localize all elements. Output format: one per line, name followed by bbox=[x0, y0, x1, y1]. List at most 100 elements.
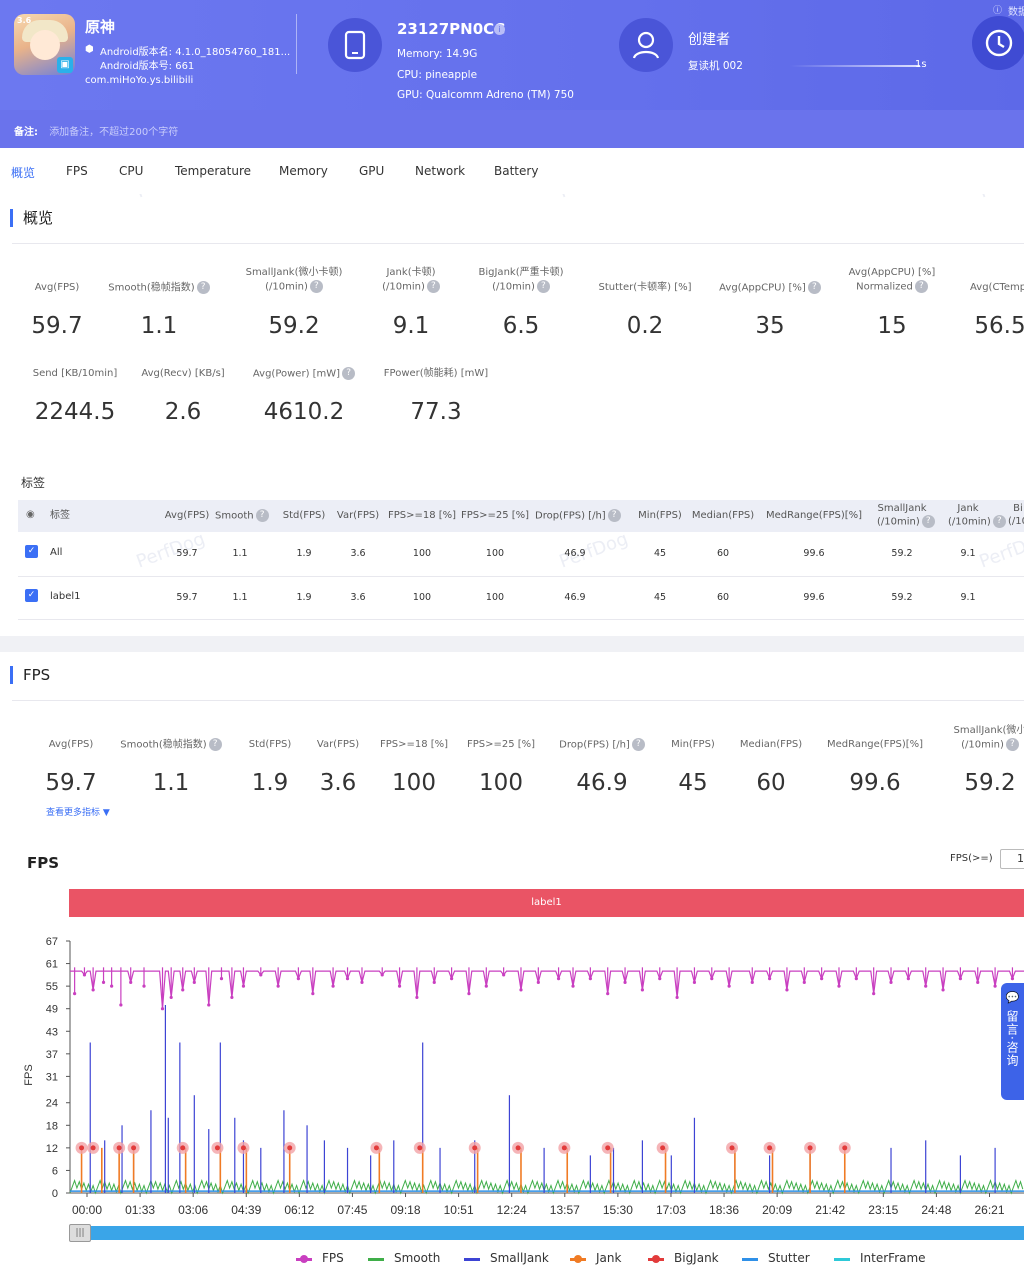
tab-gpu[interactable]: GPU bbox=[359, 164, 385, 178]
table-header-cell[interactable]: MedRange(FPS)[%] bbox=[765, 510, 863, 521]
overview-metric-value: 59.7 bbox=[31, 313, 83, 339]
y-tick-label: 67 bbox=[46, 936, 58, 948]
legend-swatch[interactable] bbox=[834, 1258, 850, 1261]
tab-temperature[interactable]: Temperature bbox=[175, 164, 252, 178]
legend-item[interactable]: Stutter bbox=[768, 1251, 810, 1265]
table-header-cell[interactable]: Std(FPS) bbox=[282, 510, 326, 521]
x-tick-label: 20:09 bbox=[762, 1203, 792, 1217]
top-right-info-icon[interactable]: ⓘ bbox=[993, 6, 1003, 16]
fps-metric-label: SmallJank(微小 (/10min)? bbox=[953, 725, 1024, 751]
tab-fps[interactable]: FPS bbox=[66, 164, 88, 178]
y-tick-label: 37 bbox=[46, 1049, 58, 1061]
legend-item[interactable]: InterFrame bbox=[860, 1251, 926, 1265]
fps-point bbox=[889, 980, 893, 984]
overview-metric-label: Avg(Power) [mW]? bbox=[244, 367, 364, 382]
overview-metric-label: FPower(帧能耗) [mW] bbox=[383, 368, 489, 379]
table-header-cell[interactable]: Var(FPS) bbox=[336, 510, 380, 521]
x-tick-label: 06:12 bbox=[284, 1203, 314, 1217]
table-header-cell[interactable]: SmallJank (/10min)? bbox=[877, 502, 935, 529]
feedback-side-tab[interactable]: 💬 留言·咨询 bbox=[1001, 983, 1024, 1100]
legend-item[interactable]: BigJank bbox=[674, 1251, 719, 1265]
table-header-cell[interactable]: Min(FPS) bbox=[638, 510, 682, 521]
table-cell: 45 bbox=[653, 592, 667, 603]
fps-metric-value: 59.7 bbox=[45, 770, 97, 796]
app-version-badge: 3.6 bbox=[17, 16, 32, 25]
legend-marker bbox=[574, 1255, 582, 1263]
legend-swatch[interactable] bbox=[368, 1258, 384, 1261]
table-cell: 100 bbox=[485, 548, 505, 559]
table-header-cell[interactable]: Smooth? bbox=[215, 509, 269, 523]
fps-point bbox=[192, 980, 196, 984]
legend-item[interactable]: FPS bbox=[322, 1251, 344, 1265]
info-icon[interactable]: i bbox=[494, 24, 505, 35]
fps-metric-value: 100 bbox=[392, 770, 436, 796]
fps-point bbox=[606, 992, 610, 996]
note-input[interactable]: 添加备注，不超过200个字符 bbox=[49, 127, 179, 138]
bigjank-point bbox=[373, 1145, 379, 1151]
fps-point bbox=[345, 977, 350, 981]
x-tick-label: 03:06 bbox=[178, 1203, 208, 1217]
legend-item[interactable]: SmallJank bbox=[490, 1251, 549, 1265]
y-tick-label: 43 bbox=[46, 1026, 58, 1038]
x-tick-label: 13:57 bbox=[550, 1203, 580, 1217]
table-header-cell[interactable]: Bi(/10 bbox=[1008, 503, 1024, 527]
legend-swatch[interactable] bbox=[464, 1258, 480, 1261]
fps-point bbox=[820, 977, 824, 981]
table-header-cell[interactable]: Jank (/10min)? bbox=[948, 502, 1006, 529]
x-tick-label: 07:45 bbox=[337, 1203, 367, 1217]
tab-network[interactable]: Network bbox=[415, 164, 466, 178]
more-metrics-link[interactable]: 查看更多指标 ▼ bbox=[46, 805, 110, 818]
tab-cpu[interactable]: CPU bbox=[119, 164, 144, 178]
label-bar[interactable]: label1 bbox=[69, 889, 1024, 917]
bigjank-point bbox=[90, 1145, 96, 1151]
row-checkbox[interactable]: ✓ bbox=[25, 545, 38, 558]
tab-overview[interactable]: 概览 bbox=[11, 166, 36, 180]
scroll-handle[interactable]: ||| bbox=[69, 1224, 91, 1242]
fps-point bbox=[640, 988, 645, 992]
table-row-label: All bbox=[50, 547, 63, 558]
fps-metric-label: Drop(FPS) [/h]? bbox=[542, 738, 662, 753]
help-icon: ? bbox=[426, 280, 440, 293]
legend-item[interactable]: Jank bbox=[596, 1251, 622, 1265]
fps-filter-input[interactable]: 1 bbox=[1000, 849, 1024, 869]
fps-point bbox=[802, 980, 806, 984]
bigjank-halo bbox=[413, 1141, 426, 1154]
legend-item[interactable]: Smooth bbox=[394, 1251, 441, 1265]
overview-metric-value: 2244.5 bbox=[34, 399, 116, 425]
table-header-cell[interactable]: Drop(FPS) [/h]? bbox=[535, 509, 621, 523]
table-header-cell[interactable]: FPS>=25 [%] bbox=[460, 510, 530, 521]
bigjank-point bbox=[79, 1145, 85, 1151]
app-name: 原神 bbox=[85, 18, 116, 36]
table-header-cell[interactable]: FPS>=18 [%] bbox=[387, 510, 457, 521]
table-header-cell[interactable]: Median(FPS) bbox=[691, 510, 755, 521]
row-checkbox[interactable]: ✓ bbox=[25, 589, 38, 602]
table-cell: 1.1 bbox=[232, 548, 248, 559]
x-tick-label: 21:42 bbox=[815, 1203, 845, 1217]
bigjank-point bbox=[131, 1145, 137, 1151]
table-header-cell[interactable]: 标签 bbox=[50, 510, 70, 521]
legend-swatch[interactable] bbox=[742, 1258, 758, 1261]
fps-point bbox=[450, 977, 454, 981]
note-bar[interactable]: 备注: 添加备注，不超过200个字符 bbox=[0, 110, 1024, 148]
bigjank-point bbox=[180, 1145, 186, 1151]
table-cell: 59.2 bbox=[891, 592, 913, 603]
overview-metric-label: Smooth(稳帧指数)? bbox=[99, 281, 219, 296]
fps-point bbox=[73, 992, 77, 996]
device-gpu: GPU: Qualcomm Adreno (TM) 750 bbox=[397, 89, 574, 101]
y-axis-label: FPS bbox=[23, 1064, 35, 1085]
fps-point bbox=[872, 992, 876, 996]
user-icon bbox=[619, 18, 673, 72]
table-cell: 59.7 bbox=[176, 548, 198, 559]
history-icon[interactable] bbox=[972, 16, 1024, 70]
overview-metric-value: 0.2 bbox=[626, 313, 664, 339]
chart-range-scrollbar[interactable] bbox=[69, 1226, 1024, 1240]
overview-metric-label: Avg(AppCPU) [%]? bbox=[705, 281, 835, 296]
legend-marker bbox=[300, 1255, 308, 1263]
table-header-cell[interactable]: Avg(FPS) bbox=[164, 510, 210, 521]
help-icon: ? bbox=[536, 280, 550, 293]
android-version-code: Android版本号: 661 bbox=[100, 61, 195, 72]
smooth-series bbox=[69, 1178, 1024, 1195]
tab-battery[interactable]: Battery bbox=[494, 164, 539, 178]
eye-icon[interactable]: ◉ bbox=[26, 509, 35, 520]
tab-memory[interactable]: Memory bbox=[279, 164, 328, 178]
